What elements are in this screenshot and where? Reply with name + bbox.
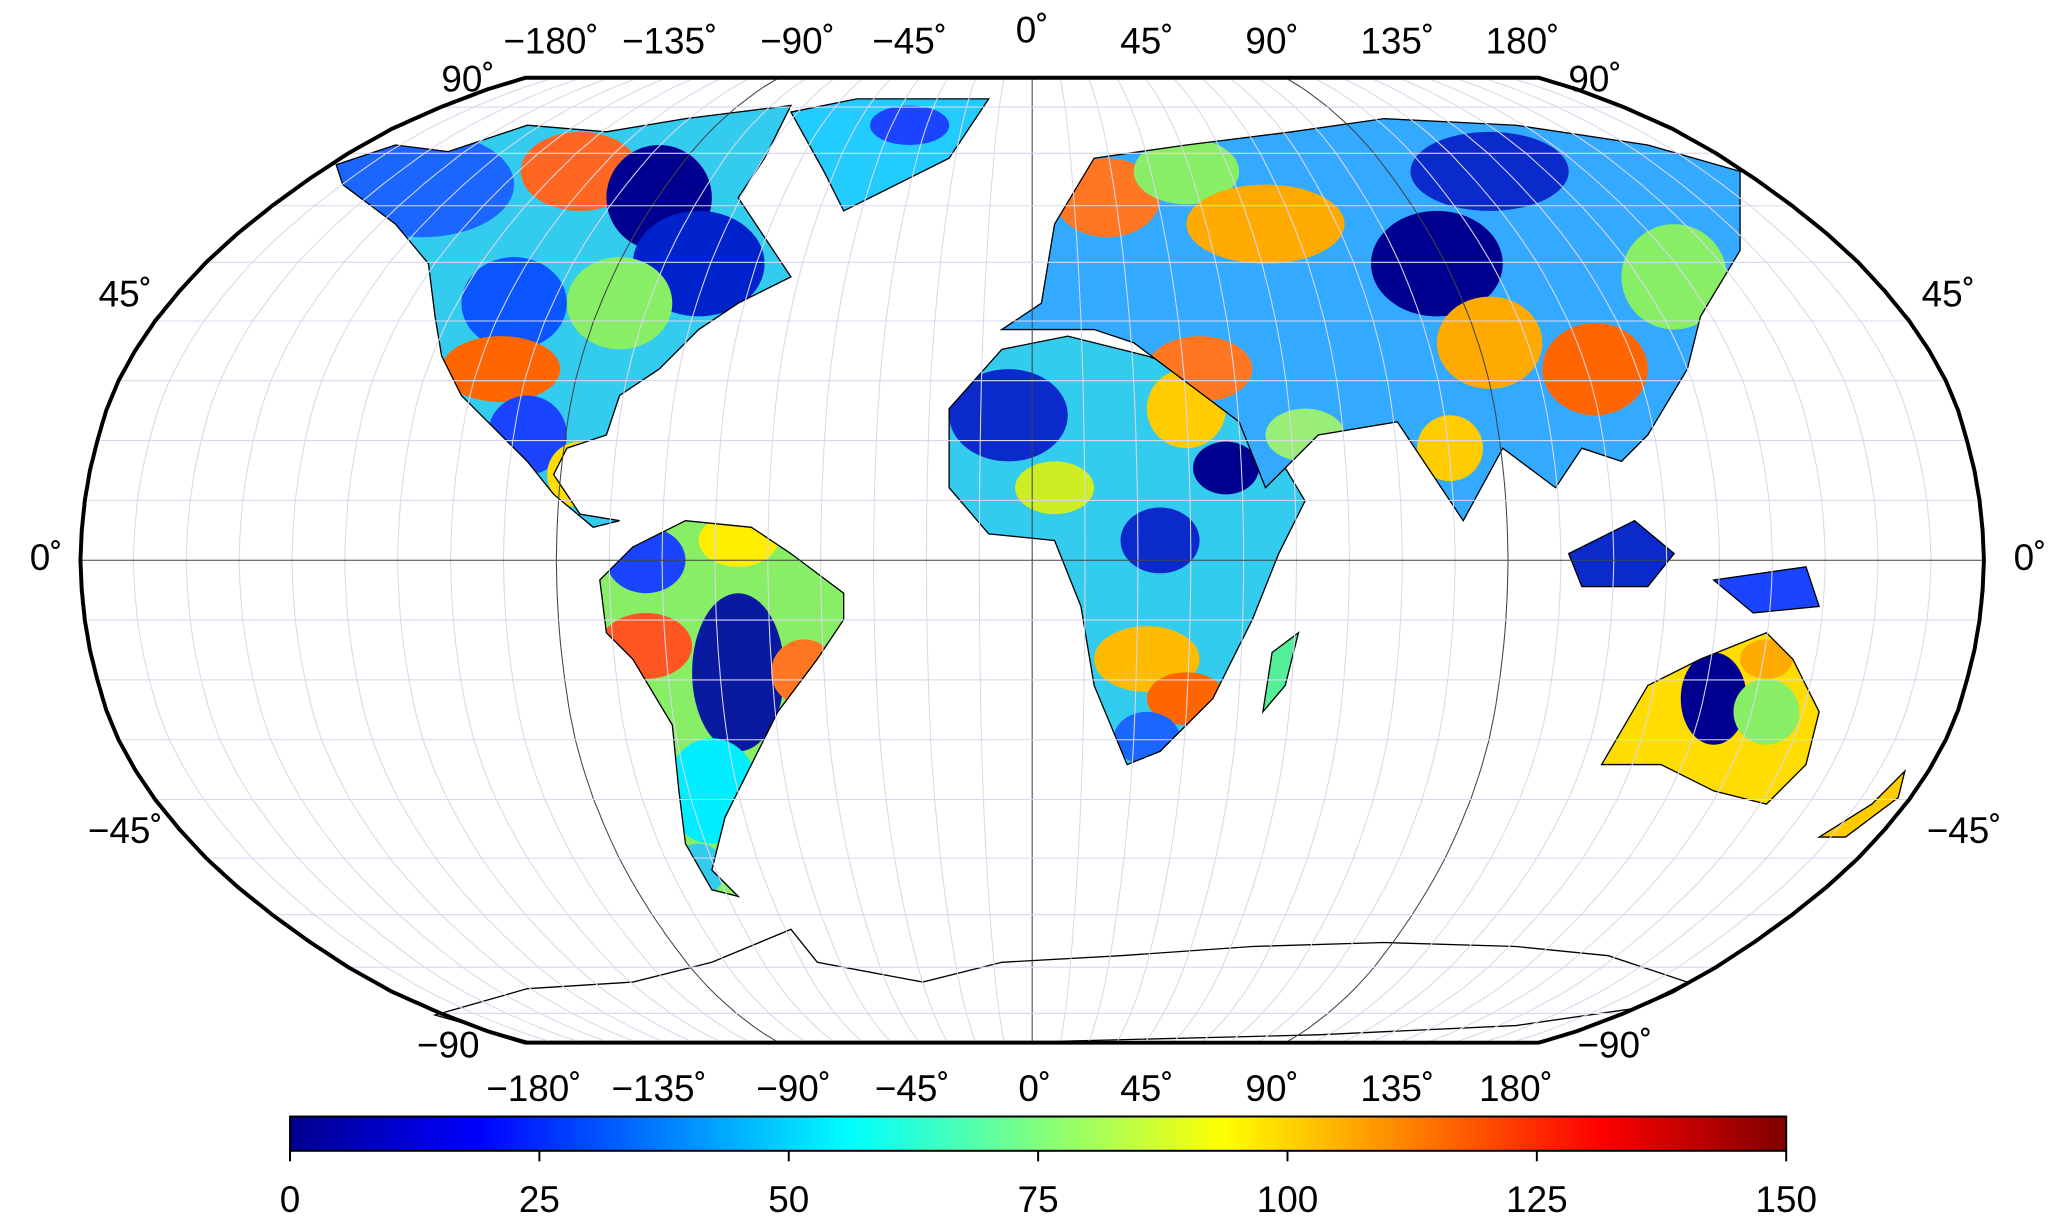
bottom-label: 135˚ [1360,1068,1434,1109]
top-label: 0˚ [1016,10,1049,51]
colorbar-tick-label: 0 [280,1179,301,1220]
bottom-label: −90˚ [756,1068,831,1109]
top-label: 45˚ [1120,20,1173,61]
left-label: 0˚ [30,537,63,578]
top-label: −135˚ [622,20,717,61]
land [335,98,1907,1043]
colorbar-tick-label: 25 [519,1179,560,1220]
left-label: −45˚ [88,810,163,851]
right-label: −45˚ [1927,810,2002,851]
bottom-label: 180˚ [1479,1068,1553,1109]
colorbar-ticks: 0 25 50 75 100 125 150 [280,1150,1817,1220]
bottom-label: 45˚ [1120,1068,1173,1109]
bottom-label: −135˚ [611,1068,706,1109]
colorbar-tick-label: 100 [1257,1179,1319,1220]
colorbar [289,1115,1788,1152]
bottom-label: −90˚ [1577,1025,1652,1066]
bottom-label: −180˚ [486,1068,581,1109]
left-label: 45˚ [99,273,152,314]
top-label: 90˚ [1568,58,1621,99]
top-label: −45˚ [872,20,947,61]
right-label: 0˚ [2014,537,2047,578]
top-label: 90˚ [1245,20,1298,61]
top-label: −180˚ [503,20,598,61]
colorbar-tick-label: 150 [1755,1179,1817,1220]
bottom-label: 90˚ [1245,1068,1298,1109]
right-label: 45˚ [1922,273,1975,314]
colorbar-tick-label: 50 [768,1179,809,1220]
colorbar-tick-label: 125 [1506,1179,1568,1220]
top-label: 135˚ [1360,20,1434,61]
bottom-label: −90 [417,1025,480,1066]
labels: 90˚−180˚ −135˚ −90˚ −45˚ 0˚ 45˚ 90˚ 135˚ 180˚90˚… [30,10,2047,1110]
top-label: 90˚ [441,58,494,99]
top-label: −90˚ [760,20,835,61]
australia [1601,632,1820,805]
top-label: 180˚ [1486,20,1560,61]
bottom-label: 0˚ [1018,1068,1051,1109]
graticule [78,75,1986,1045]
map-outline [78,75,1986,1045]
south-america [599,520,844,897]
colorbar-tick-label: 75 [1018,1179,1059,1220]
bottom-label: −45˚ [875,1068,950,1109]
